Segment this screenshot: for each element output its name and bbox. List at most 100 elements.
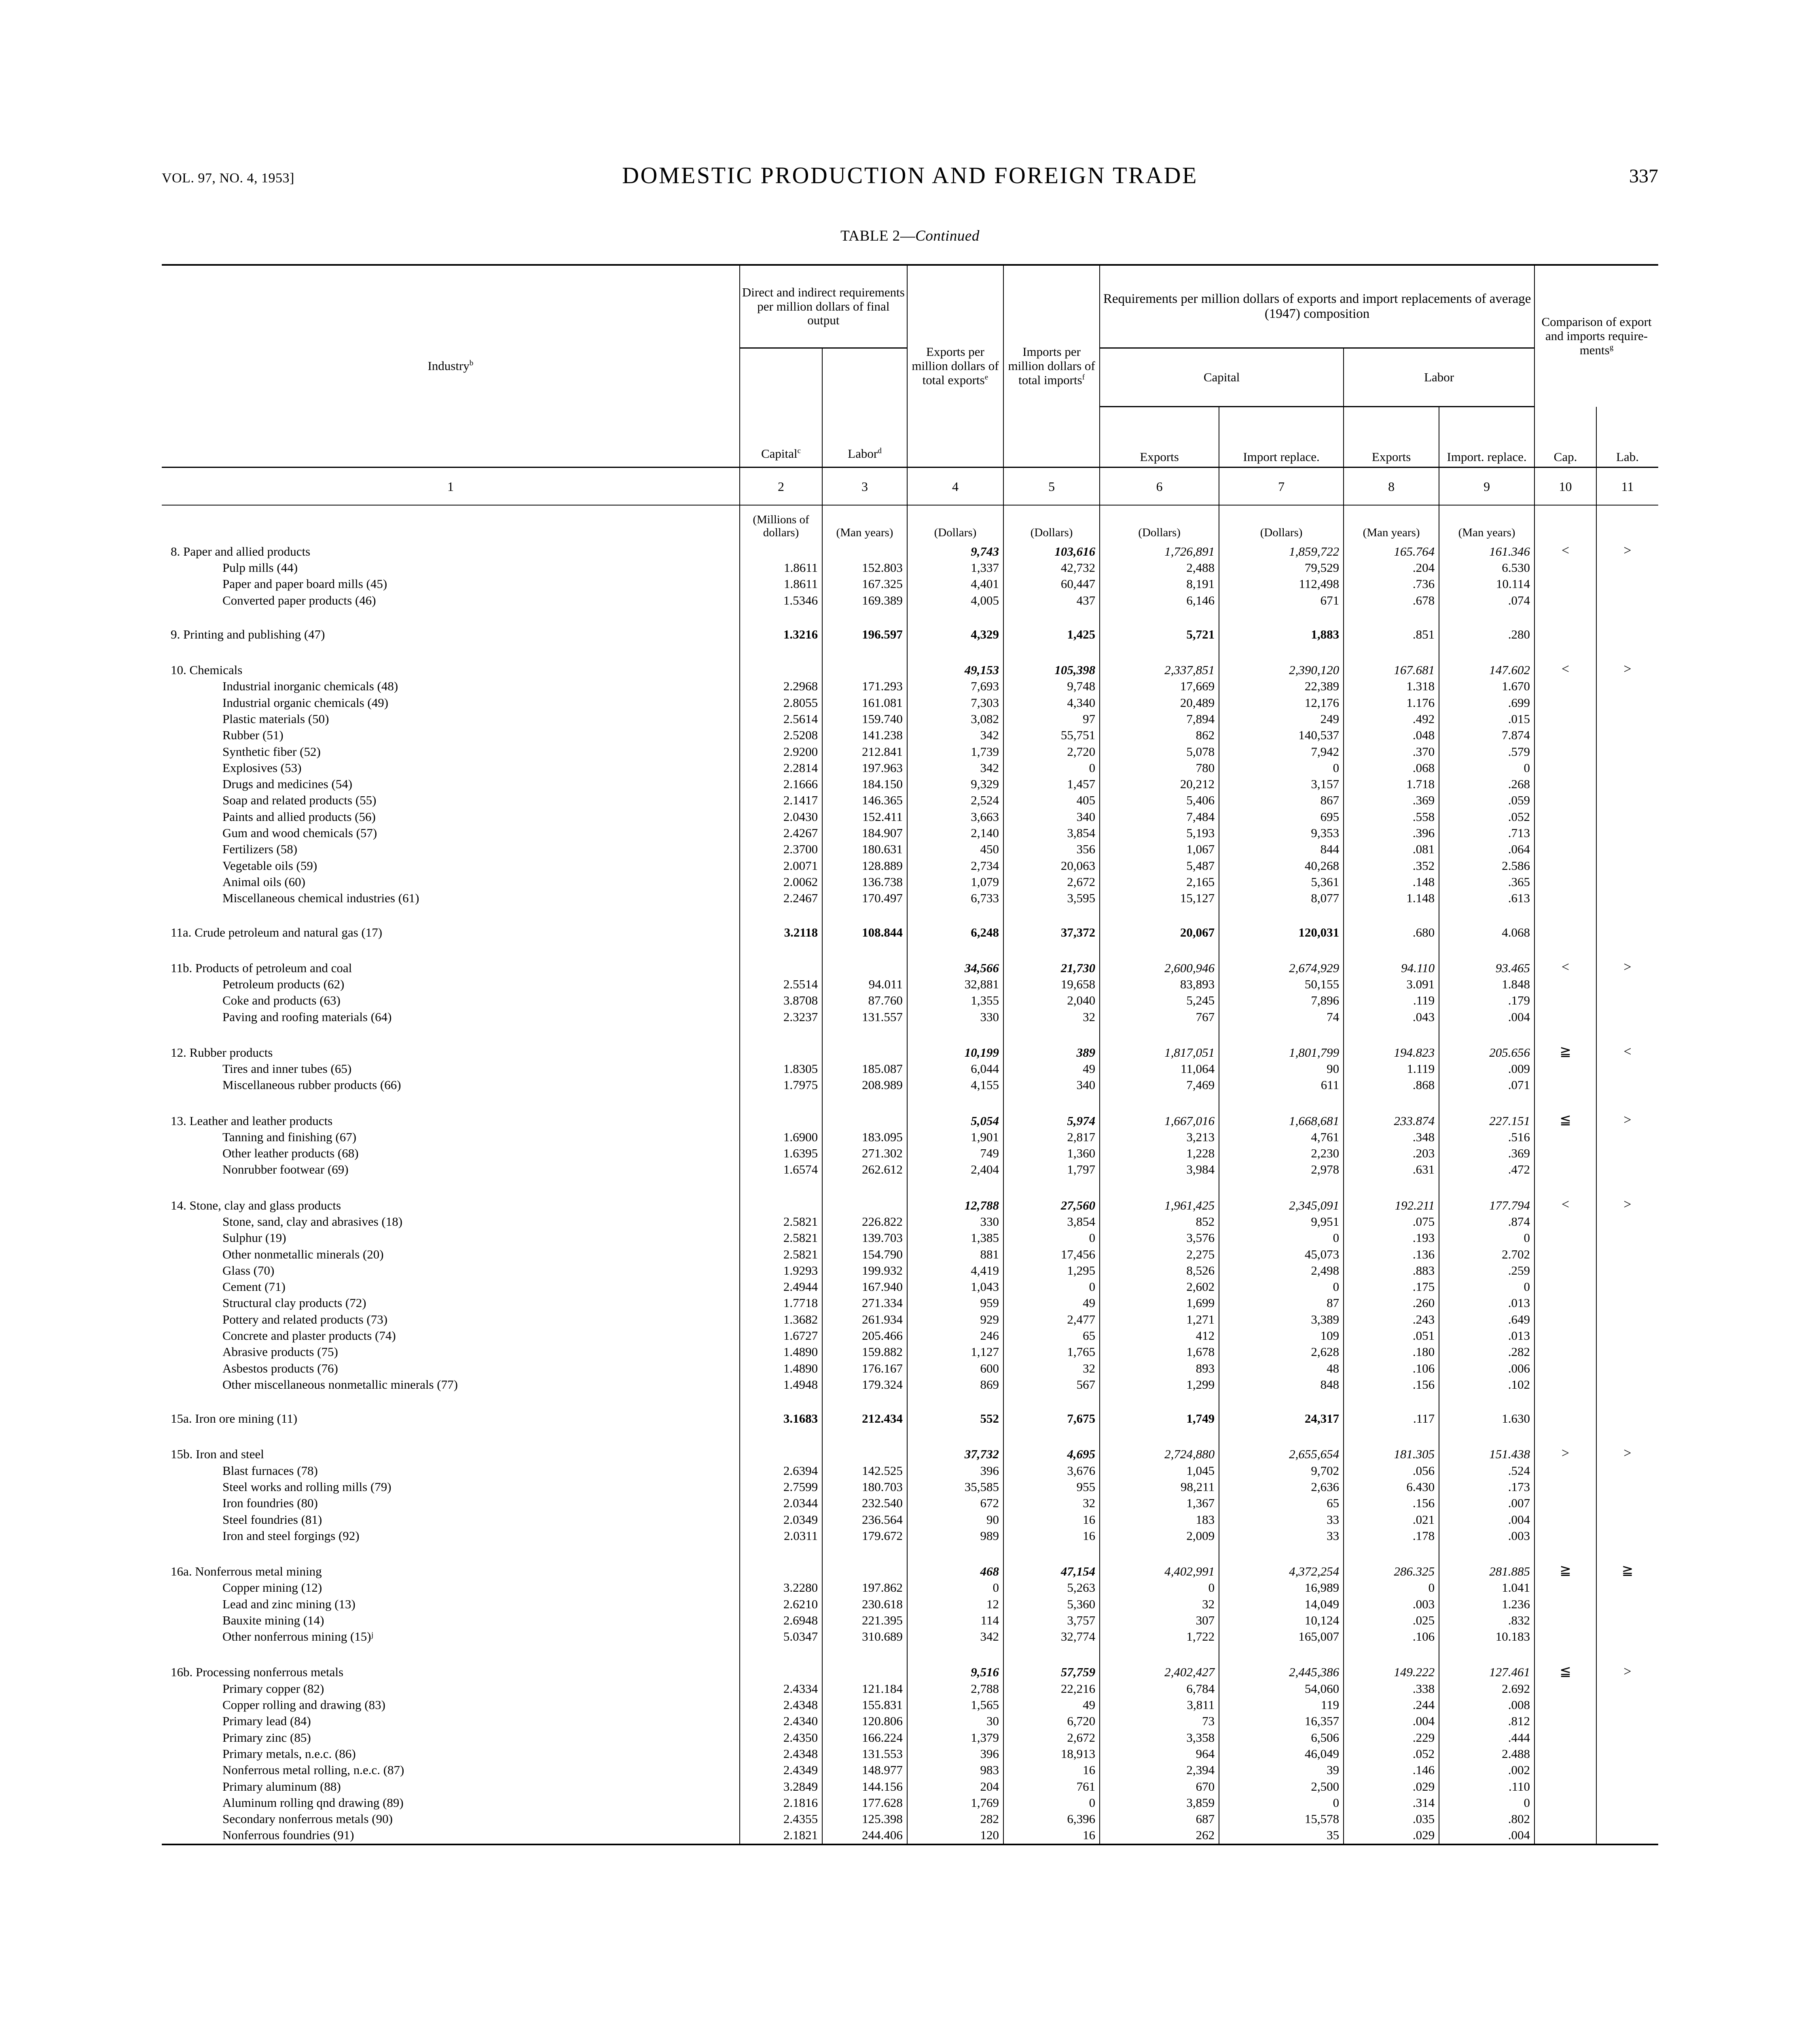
header-labor-subcol: Labord (822, 348, 907, 467)
table-bottom-rule (162, 1843, 1658, 1845)
value-cell: 22,389 (1219, 678, 1344, 695)
value-cell: 0 (1219, 1230, 1344, 1246)
value-cell: .229 (1343, 1729, 1439, 1746)
header-exports-per-million: Exports per million dollars of total exp… (906, 266, 1004, 467)
industry-label: Nonferrous foundries (91) (222, 1828, 354, 1842)
industry-label: Iron foundries (80) (222, 1496, 318, 1510)
table-row: Other nonmetallic minerals (20) 2.5821 154… (162, 1246, 1658, 1263)
comparison-cell (1534, 727, 1596, 744)
value-cell (739, 1445, 823, 1463)
value-cell: .680 (1343, 924, 1439, 941)
industry-label: Industrial inorganic chemicals (48) (222, 679, 398, 694)
value-cell: 83,893 (1099, 976, 1219, 993)
value-cell: 761 (1003, 1778, 1100, 1795)
value-cell: .883 (1343, 1262, 1439, 1279)
value-cell: 50,155 (1219, 976, 1344, 993)
value-cell: 2.6948 (739, 1612, 823, 1629)
value-cell: 0 (1439, 1279, 1535, 1295)
industry-label: Glass (70) (222, 1263, 275, 1277)
industry-label: Plastic materials (50) (222, 711, 329, 726)
value-cell: 49 (1003, 1295, 1100, 1311)
value-cell: 48 (1219, 1360, 1344, 1377)
comparison-cell (1596, 1511, 1658, 1528)
value-cell: 3,576 (1099, 1230, 1219, 1246)
comparison-cell (1534, 776, 1596, 793)
value-cell: 844 (1219, 841, 1344, 858)
table-row: Copper mining (12) 3.2280 197.862 0 5,263 0 16… (162, 1580, 1658, 1596)
table-row: Plastic materials (50) 2.5614 159.740 3,082… (162, 711, 1658, 728)
comparison-cell (1534, 626, 1596, 643)
value-cell: 32,881 (906, 976, 1004, 993)
comparison-cell (1596, 1145, 1658, 1162)
table-row: Steel works and rolling mills (79) 2.7599… (162, 1478, 1658, 1495)
value-cell: 2,275 (1099, 1246, 1219, 1263)
industry-label: Converted paper products (46) (222, 593, 376, 607)
spacer-row (162, 643, 1658, 661)
value-cell: 8,526 (1099, 1262, 1219, 1279)
column-number-5: 5 (1003, 468, 1100, 505)
comparison-cell (1596, 1246, 1658, 1263)
value-cell: 27,560 (1003, 1195, 1100, 1214)
value-cell: 97 (1003, 711, 1100, 728)
comparison-cell: < (1596, 1043, 1658, 1061)
value-cell: 7,894 (1099, 711, 1219, 728)
value-cell: 65 (1219, 1495, 1344, 1512)
value-cell: 0 (1219, 1794, 1344, 1811)
industry-label: Tires and inner tubes (65) (222, 1062, 352, 1076)
value-cell (822, 1445, 907, 1463)
value-cell: .035 (1343, 1811, 1439, 1827)
value-cell: 4,761 (1219, 1129, 1344, 1146)
value-cell: 1,067 (1099, 841, 1219, 858)
value-cell: 3,663 (906, 808, 1004, 825)
value-cell: .048 (1343, 727, 1439, 744)
value-cell: 1,079 (906, 874, 1004, 890)
header-capital-exports: Exports (1099, 406, 1219, 467)
value-cell: 964 (1099, 1745, 1219, 1762)
value-cell: 179.324 (822, 1376, 907, 1393)
page-number: 337 (1629, 165, 1658, 187)
value-cell: .004 (1343, 1713, 1439, 1730)
value-cell: 396 (906, 1462, 1004, 1479)
value-cell: .631 (1343, 1161, 1439, 1178)
value-cell: .268 (1439, 776, 1535, 793)
industry-label: Primary lead (84) (222, 1714, 311, 1728)
value-cell: 3,082 (906, 711, 1004, 728)
value-cell: 3.1683 (739, 1411, 823, 1427)
value-cell: .146 (1343, 1762, 1439, 1779)
unit-cell-8: (Man years) (1439, 506, 1535, 542)
industry-label: 11a. Crude petroleum and natural gas (17… (171, 925, 383, 939)
value-cell: .075 (1343, 1213, 1439, 1230)
industry-label: Paints and allied products (56) (222, 809, 376, 824)
value-cell: 1,228 (1099, 1145, 1219, 1162)
comparison-cell (1596, 1612, 1658, 1629)
value-cell: .180 (1343, 1344, 1439, 1360)
comparison-cell: > (1596, 1445, 1658, 1463)
comparison-cell (1596, 759, 1658, 776)
value-cell: 0 (1439, 759, 1535, 776)
comparison-cell (1596, 1527, 1658, 1544)
comparison-cell (1596, 1680, 1658, 1697)
comparison-cell (1596, 808, 1658, 825)
comparison-cell (1596, 1762, 1658, 1779)
value-cell: 154.790 (822, 1246, 907, 1263)
value-cell: 127.461 (1439, 1662, 1535, 1681)
value-cell: 4,005 (906, 592, 1004, 609)
value-cell: 205.656 (1439, 1043, 1535, 1061)
table-row-group: 8. Paper and allied products 9,743 103,616… (162, 541, 1658, 560)
comparison-cell (1534, 1311, 1596, 1328)
value-cell: 98,211 (1099, 1478, 1219, 1495)
value-cell: 79,529 (1219, 559, 1344, 576)
value-cell: 412 (1099, 1328, 1219, 1344)
comparison-cell (1534, 1061, 1596, 1077)
value-cell: 2.2814 (739, 759, 823, 776)
table-row: Paper and paper board mills (45) 1.8611 16… (162, 576, 1658, 592)
value-cell: 2.2467 (739, 890, 823, 907)
value-cell: 1,457 (1003, 776, 1100, 793)
header-capital-group: Capital (1099, 348, 1344, 407)
comparison-cell (1534, 1527, 1596, 1544)
value-cell: 15,578 (1219, 1811, 1344, 1827)
value-cell: 180.631 (822, 841, 907, 858)
value-cell: 5,487 (1099, 857, 1219, 874)
value-cell: 10,124 (1219, 1612, 1344, 1629)
value-cell: 0 (1099, 1580, 1219, 1596)
